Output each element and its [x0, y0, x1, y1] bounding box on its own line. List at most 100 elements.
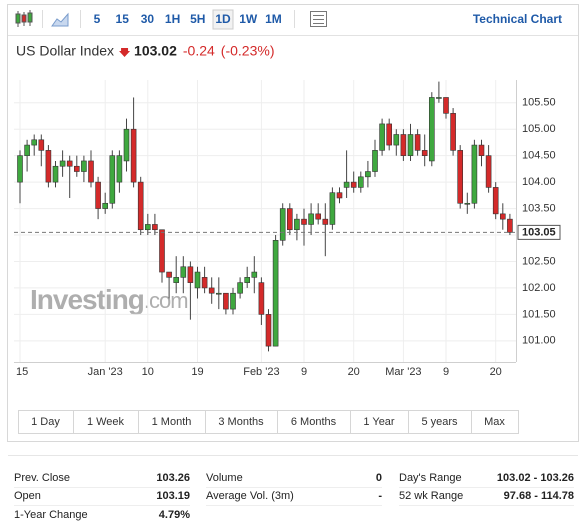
candle-body	[350, 181, 357, 188]
interval-button[interactable]: 1M	[265, 12, 282, 26]
candle-body	[279, 208, 286, 241]
candle-body	[407, 134, 414, 156]
candle-body	[272, 240, 279, 347]
candle-body	[194, 271, 201, 289]
candle-body	[102, 202, 108, 209]
y-tick-label: 104.50	[522, 150, 556, 162]
candle-body	[137, 181, 144, 231]
range-button-label[interactable]: 1 Month	[152, 416, 192, 428]
candle-body	[464, 202, 471, 205]
range-button-label[interactable]: Max	[484, 416, 505, 428]
candle-body	[116, 155, 123, 183]
candle-body	[223, 292, 229, 310]
range-button[interactable]: 1 Week	[73, 410, 139, 434]
candle-body	[485, 155, 492, 188]
candle-body	[24, 144, 30, 156]
interval-button[interactable]: 5	[94, 12, 101, 26]
selected-interval	[212, 9, 234, 30]
x-tick-label: 20	[348, 366, 360, 378]
x-tick-label: Feb '23	[243, 366, 279, 378]
stat-value: 103.26	[156, 472, 190, 484]
candle-body	[492, 187, 499, 215]
x-tick-label: 10	[142, 366, 154, 378]
range-button-label[interactable]: 5 years	[421, 416, 458, 428]
y-tick-label: 102.50	[522, 255, 556, 267]
y-tick-label: 103.50	[522, 202, 556, 214]
candle-body	[38, 139, 45, 151]
interval-button[interactable]: 1D	[215, 12, 231, 26]
range-button[interactable]: Max	[471, 410, 519, 434]
interval-button[interactable]: 15	[116, 12, 130, 26]
candle-body	[329, 192, 336, 225]
interval-button[interactable]: 30	[141, 12, 155, 26]
y-tick-label: 105.50	[522, 97, 556, 109]
x-tick-label: Mar '23	[385, 366, 421, 378]
x-tick-label: 9	[301, 366, 307, 378]
area-icon[interactable]	[51, 12, 69, 27]
candle-body	[173, 277, 179, 283]
candle-body	[208, 287, 215, 294]
candle-body	[499, 213, 506, 220]
candle-body	[180, 266, 187, 278]
candle-body	[159, 229, 165, 273]
candle-body	[244, 277, 250, 283]
interval-button[interactable]: 1H	[165, 12, 180, 26]
interval-button[interactable]: 1W	[239, 12, 258, 26]
stat-value: 4.79%	[159, 509, 190, 521]
range-button-label[interactable]: 3 Months	[218, 416, 264, 428]
last-price-label: 103.05	[522, 226, 556, 238]
candle-body	[507, 218, 513, 233]
technical-chart-link[interactable]: Technical Chart	[473, 12, 562, 26]
x-tick-label: 9	[443, 366, 449, 378]
watermark: Investing.com	[30, 284, 188, 315]
candle-body	[31, 139, 38, 146]
candle-body	[301, 218, 307, 225]
candle-body	[201, 277, 208, 289]
range-button[interactable]: 1 Month	[138, 410, 206, 434]
range-button-label[interactable]: 1 Day	[31, 416, 60, 428]
candle-body	[286, 208, 293, 231]
candle-body	[471, 144, 478, 204]
range-button[interactable]: 1 Day	[18, 410, 74, 434]
candle-body	[45, 150, 52, 183]
change: -0.24	[183, 43, 215, 59]
range-button-label[interactable]: 6 Months	[291, 416, 337, 428]
candle-body	[436, 97, 442, 99]
indicator-icon[interactable]	[310, 11, 327, 27]
candle-body	[52, 165, 59, 183]
range-button[interactable]: 3 Months	[205, 410, 278, 434]
range-button[interactable]: 1 Year	[350, 410, 409, 434]
candle-body	[308, 213, 314, 225]
candle-body	[265, 314, 272, 347]
stat-value: -	[378, 490, 382, 502]
candle-icon[interactable]	[15, 10, 33, 27]
x-tick-label: 20	[490, 366, 502, 378]
change-percent: (-0.23%)	[221, 43, 275, 59]
candle-body	[443, 97, 449, 114]
candle-body	[365, 171, 371, 178]
range-button[interactable]: 6 Months	[277, 410, 351, 434]
candle-body	[450, 113, 456, 151]
stat-label: Average Vol. (3m)	[206, 490, 294, 502]
candle-body	[414, 134, 421, 151]
candle-body	[457, 150, 464, 204]
stat-label: Volume	[206, 472, 243, 484]
watermark-main: Investing	[30, 284, 144, 315]
candle-body	[123, 128, 130, 162]
candle-body	[343, 181, 350, 188]
stat-label: Prev. Close	[14, 472, 70, 484]
candle-body	[152, 224, 158, 231]
stat-value: 103.02 - 103.26	[497, 472, 574, 484]
range-button-label[interactable]: 1 Year	[363, 416, 395, 428]
interval-button[interactable]: 5H	[190, 12, 205, 26]
candle-body	[322, 218, 329, 225]
range-button[interactable]: 5 years	[408, 410, 472, 434]
price: 103.02	[134, 43, 177, 59]
candle-body	[393, 134, 400, 146]
panel	[7, 4, 579, 442]
candle-body	[187, 266, 194, 283]
candle-body	[379, 123, 385, 151]
y-tick-label: 101.50	[522, 308, 556, 320]
range-button-label[interactable]: 1 Week	[87, 416, 125, 428]
